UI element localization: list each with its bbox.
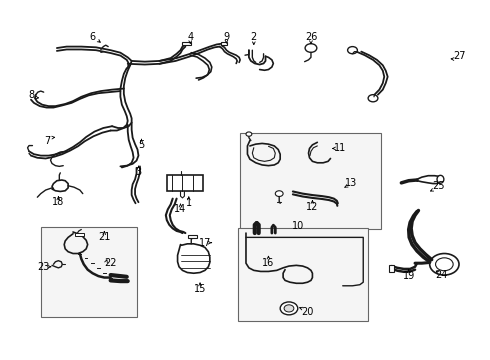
Text: 27: 27 [453,51,466,61]
Bar [238,228,368,320]
Text: 11: 11 [334,143,346,153]
Bar [75,233,84,236]
Text: 16: 16 [262,258,274,268]
Bar [167,175,203,192]
Bar [182,41,191,45]
Text: 20: 20 [301,307,314,317]
Text: 18: 18 [52,197,65,207]
Text: 22: 22 [104,258,117,268]
Bar [220,42,227,45]
Text: 5: 5 [138,140,145,150]
Text: 17: 17 [199,238,211,248]
Text: 1: 1 [186,198,192,208]
Text: 19: 19 [403,271,415,281]
Circle shape [280,302,298,315]
Text: 9: 9 [223,32,229,41]
Ellipse shape [437,175,444,183]
Circle shape [246,132,252,136]
Circle shape [347,46,357,54]
Text: 8: 8 [28,90,34,100]
Text: 10: 10 [292,221,304,231]
Bar [41,227,137,317]
Circle shape [430,253,459,275]
Circle shape [275,191,283,197]
Text: 13: 13 [345,178,358,188]
Text: 24: 24 [435,270,447,280]
Text: 26: 26 [305,32,317,42]
Text: 15: 15 [194,284,206,294]
Text: 21: 21 [98,232,110,242]
Text: 23: 23 [38,262,50,272]
Bar [188,234,197,238]
Text: 7: 7 [44,136,50,145]
Circle shape [305,44,317,52]
Circle shape [368,95,378,102]
Text: 14: 14 [174,204,187,215]
Text: 2: 2 [251,32,257,42]
Text: 12: 12 [306,202,318,212]
Text: 25: 25 [432,181,444,192]
Text: 3: 3 [135,167,142,177]
Text: 4: 4 [187,32,194,41]
Text: 6: 6 [90,32,96,41]
Circle shape [284,305,294,312]
Bar [389,265,394,272]
Bar [240,133,381,229]
Circle shape [436,258,453,271]
